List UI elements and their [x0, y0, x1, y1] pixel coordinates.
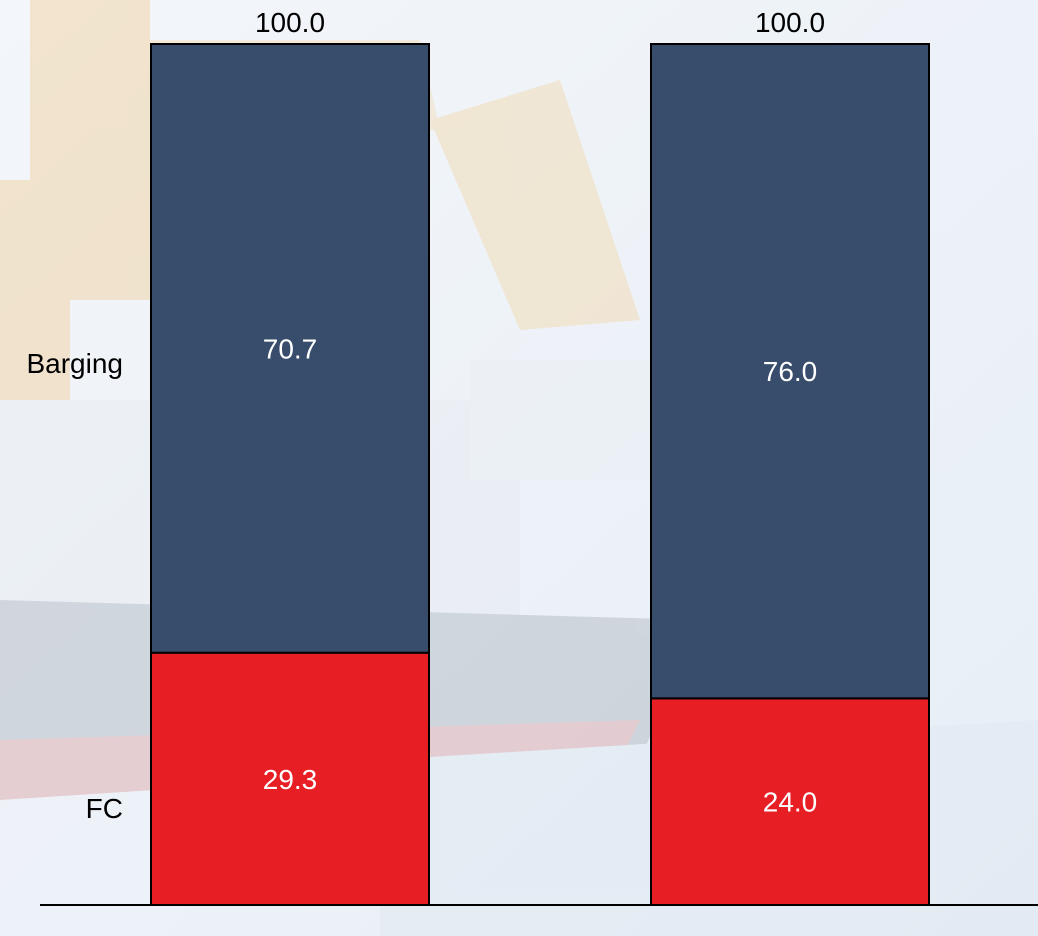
bar-barging-1: [150, 43, 430, 654]
bars-group: [150, 43, 930, 906]
row-label-barging: Barging: [26, 348, 123, 379]
row-label-fc: FC: [86, 793, 123, 824]
total-label-1: 100.0: [255, 7, 325, 38]
bar-barging-2: [650, 43, 930, 700]
labels-group: 29.3 70.7 100.0 24.0 76.0 100.0: [255, 7, 825, 818]
value-label-fc-1: 29.3: [263, 764, 318, 795]
total-label-2: 100.0: [755, 7, 825, 38]
bar-fc-2: [650, 697, 930, 906]
value-label-barging-2: 76.0: [763, 356, 818, 387]
value-label-barging-1: 70.7: [263, 333, 318, 364]
value-label-fc-2: 24.0: [763, 787, 818, 818]
